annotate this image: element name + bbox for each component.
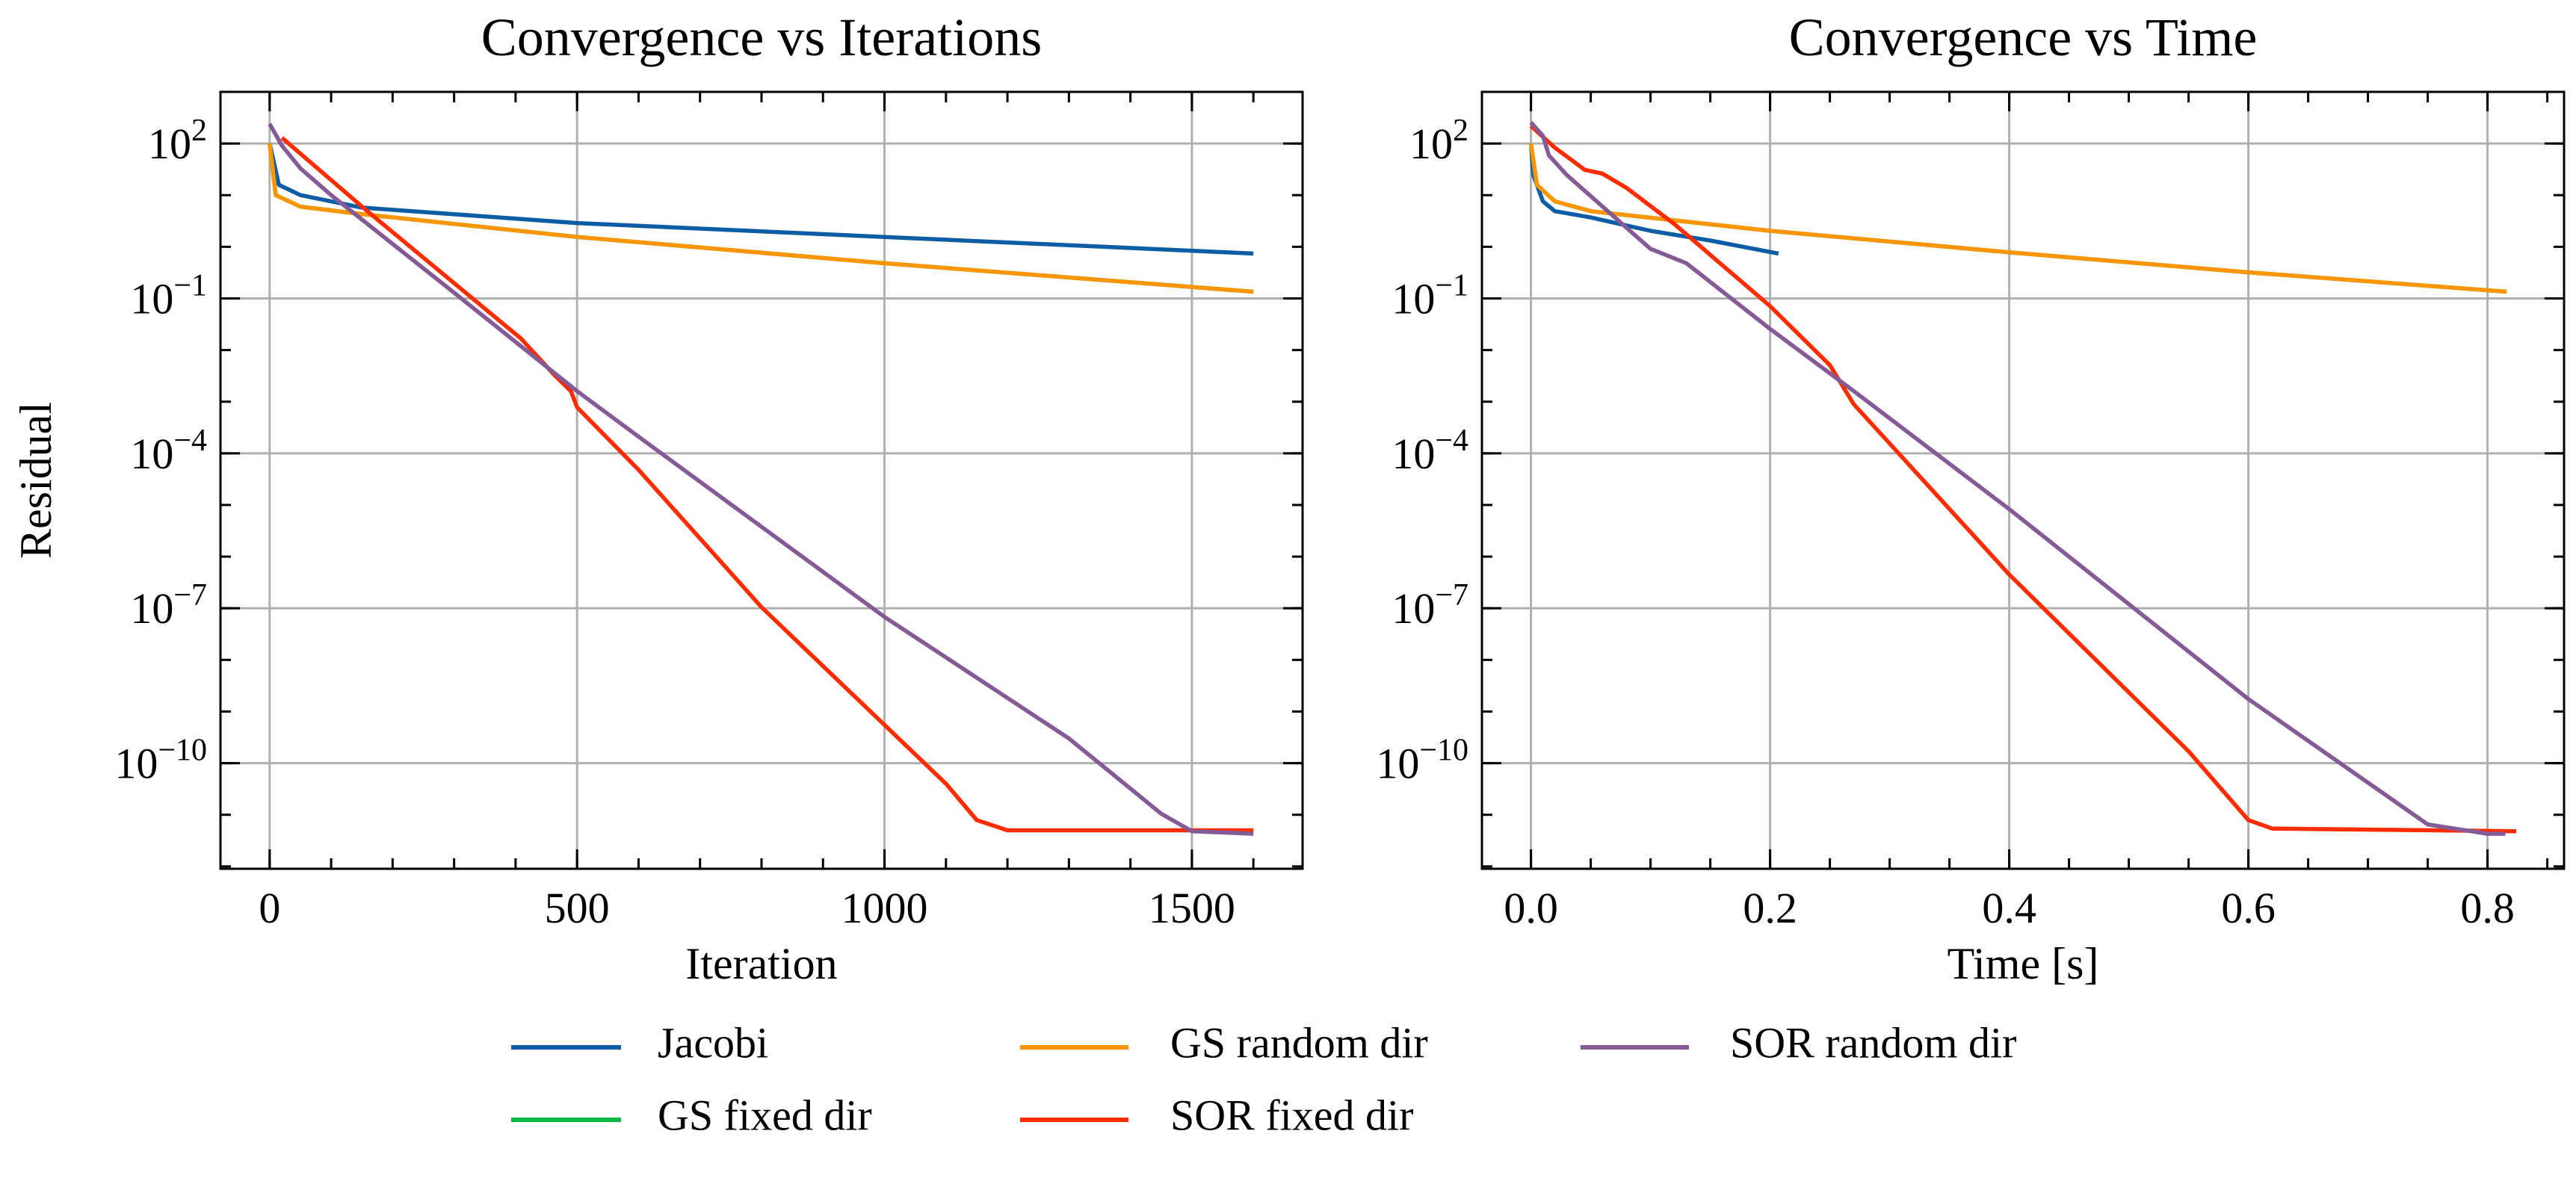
x-axis-label: Time [s] xyxy=(1948,939,2099,988)
tick-base: 10 xyxy=(130,274,173,323)
y-tick-label: 10−7 xyxy=(1392,578,1468,633)
x-tick-label: 0 xyxy=(259,884,280,932)
legend-label: GS random dir xyxy=(1170,1018,1428,1067)
series-gs-random-dir xyxy=(1528,143,2507,294)
legend-entry-gs-random: GS random dir xyxy=(1020,1018,1428,1067)
series-jacobi xyxy=(268,143,1254,256)
legend: Jacobi GS fixed dir GS random dir SOR fi… xyxy=(511,1018,2016,1139)
tick-exponent: −7 xyxy=(173,578,207,613)
tick-exponent: −10 xyxy=(158,734,207,768)
tick-base: 10 xyxy=(1392,430,1435,478)
legend-label: GS fixed dir xyxy=(658,1091,872,1139)
grid xyxy=(1482,92,2564,869)
ticks xyxy=(220,90,1303,869)
tick-exponent: −1 xyxy=(1435,268,1468,303)
x-tick-label: 500 xyxy=(545,884,610,932)
ticks xyxy=(1482,90,2564,869)
tick-exponent: −4 xyxy=(1435,424,1468,458)
tick-base: 10 xyxy=(114,740,158,788)
series-sor-random-dir xyxy=(1529,120,2506,836)
series-sor-fixed-dir xyxy=(280,136,1254,833)
x-tick-label: 0.8 xyxy=(2460,884,2515,932)
x-tick-label: 0.2 xyxy=(1743,884,1797,932)
iterations-plot: Convergence vs Iterations Iteration Resi… xyxy=(11,7,1304,988)
tick-exponent: 2 xyxy=(1453,114,1468,148)
tick-base: 10 xyxy=(1392,274,1435,323)
tick-base: 10 xyxy=(1409,120,1453,168)
legend-entry-gs-fixed: GS fixed dir xyxy=(511,1091,872,1139)
series-gs-fixed-dir xyxy=(268,143,1254,294)
x-tick-label: 1500 xyxy=(1149,884,1235,932)
x-tick-label: 1000 xyxy=(841,884,928,932)
x-tick-label: 0.6 xyxy=(2221,884,2276,932)
y-axis-label: Residual xyxy=(11,402,61,559)
y-tick-label: 10−1 xyxy=(130,268,207,323)
y-tick-label: 10−10 xyxy=(114,734,207,788)
tick-exponent: 2 xyxy=(191,114,207,148)
legend-label: Jacobi xyxy=(658,1018,768,1067)
x-axis-label: Iteration xyxy=(685,939,837,988)
y-tick-label: 10−1 xyxy=(1392,268,1468,323)
plot-title: Convergence vs Iterations xyxy=(481,7,1042,67)
series-gs-random-dir xyxy=(268,143,1254,294)
tick-exponent: −4 xyxy=(173,424,207,458)
x-tick-label: 0.0 xyxy=(1504,884,1558,932)
axes-frame xyxy=(1480,90,2566,870)
y-tick-label: 102 xyxy=(1409,114,1468,168)
tick-exponent: −7 xyxy=(1435,578,1468,613)
legend-label: SOR random dir xyxy=(1730,1018,2016,1067)
x-tick-label: 0.4 xyxy=(1982,884,2036,932)
legend-label: SOR fixed dir xyxy=(1170,1091,1413,1139)
y-tick-label: 10−4 xyxy=(1392,424,1468,478)
y-tick-label: 102 xyxy=(148,114,207,168)
plot-title: Convergence vs Time xyxy=(1789,7,2258,67)
tick-base: 10 xyxy=(1392,584,1435,633)
tick-base: 10 xyxy=(130,584,173,633)
y-tick-label: 10−4 xyxy=(130,424,207,478)
series-sor-fixed-dir xyxy=(1529,124,2517,834)
tick-base: 10 xyxy=(1376,740,1419,788)
tick-exponent: −10 xyxy=(1419,734,1468,768)
series-gs-fixed-dir xyxy=(1528,143,2507,294)
legend-entry-sor-fixed: SOR fixed dir xyxy=(1020,1091,1413,1139)
tick-base: 10 xyxy=(130,430,173,478)
series-sor-random-dir xyxy=(268,123,1254,836)
tick-base: 10 xyxy=(148,120,191,168)
legend-entry-sor-random: SOR random dir xyxy=(1581,1018,2016,1067)
y-tick-label: 10−10 xyxy=(1376,734,1468,788)
time-plot: Convergence vs Time Time [s] 0.0 0.2 0.4 0.… xyxy=(1376,7,2566,988)
legend-entry-jacobi: Jacobi xyxy=(511,1018,768,1067)
tick-exponent: −1 xyxy=(173,268,207,303)
y-tick-label: 10−7 xyxy=(130,578,207,633)
